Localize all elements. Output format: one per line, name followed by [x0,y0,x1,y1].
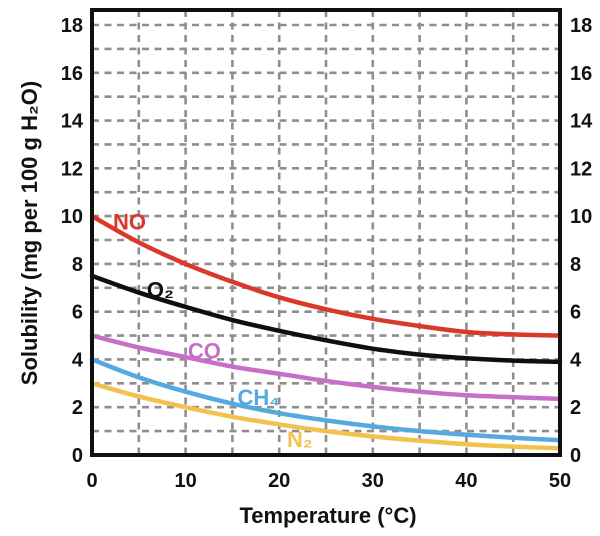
x-tick-label: 50 [549,470,571,492]
x-tick-label: 20 [268,470,290,492]
y-tick-label-right: 16 [570,63,592,85]
y-tick-label-left: 14 [61,111,84,133]
x-tick-label: 10 [174,470,196,492]
y-tick-label-right: 6 [570,302,581,324]
y-tick-label-left: 18 [61,15,83,37]
x-tick-label: 30 [362,470,384,492]
x-tick-label: 40 [455,470,477,492]
y-tick-label-right: 10 [570,206,592,228]
y-tick-label-left: 4 [72,349,84,371]
curve-label-CO: CO [188,339,221,364]
y-tick-label-right: 0 [570,445,581,467]
plot-frame [90,8,562,457]
y-tick-label-left: 0 [72,445,83,467]
y-tick-label-left: 2 [72,397,83,419]
y-axis-title: Solubility (mg per 100 g H₂O) [17,80,42,386]
curve-label-NO: NO [113,210,146,235]
y-tick-label-right: 2 [570,397,581,419]
y-tick-label-left: 8 [72,254,83,276]
y-tick-label-left: 16 [61,63,83,85]
curve-O2 [89,273,563,365]
y-tick-label-left: 12 [61,158,83,180]
curve-CO [89,333,563,402]
curve-label-N2: N₂ [287,427,313,452]
curve-label-O2: O₂ [147,278,174,303]
curve-NO [89,213,563,338]
y-tick-label-right: 8 [570,254,581,276]
x-tick-label: 0 [86,470,97,492]
x-axis-title: Temperature (°C) [239,503,417,528]
curve-N2 [89,381,563,451]
y-tick-label-right: 12 [570,158,592,180]
curve-CH4 [89,357,563,443]
y-tick-label-right: 4 [570,349,582,371]
y-tick-label-left: 6 [72,302,83,324]
y-tick-label-right: 14 [570,111,593,133]
y-tick-label-right: 18 [570,15,592,37]
curve-label-CH4: CH₄ [237,385,279,410]
y-tick-label-left: 10 [61,206,83,228]
